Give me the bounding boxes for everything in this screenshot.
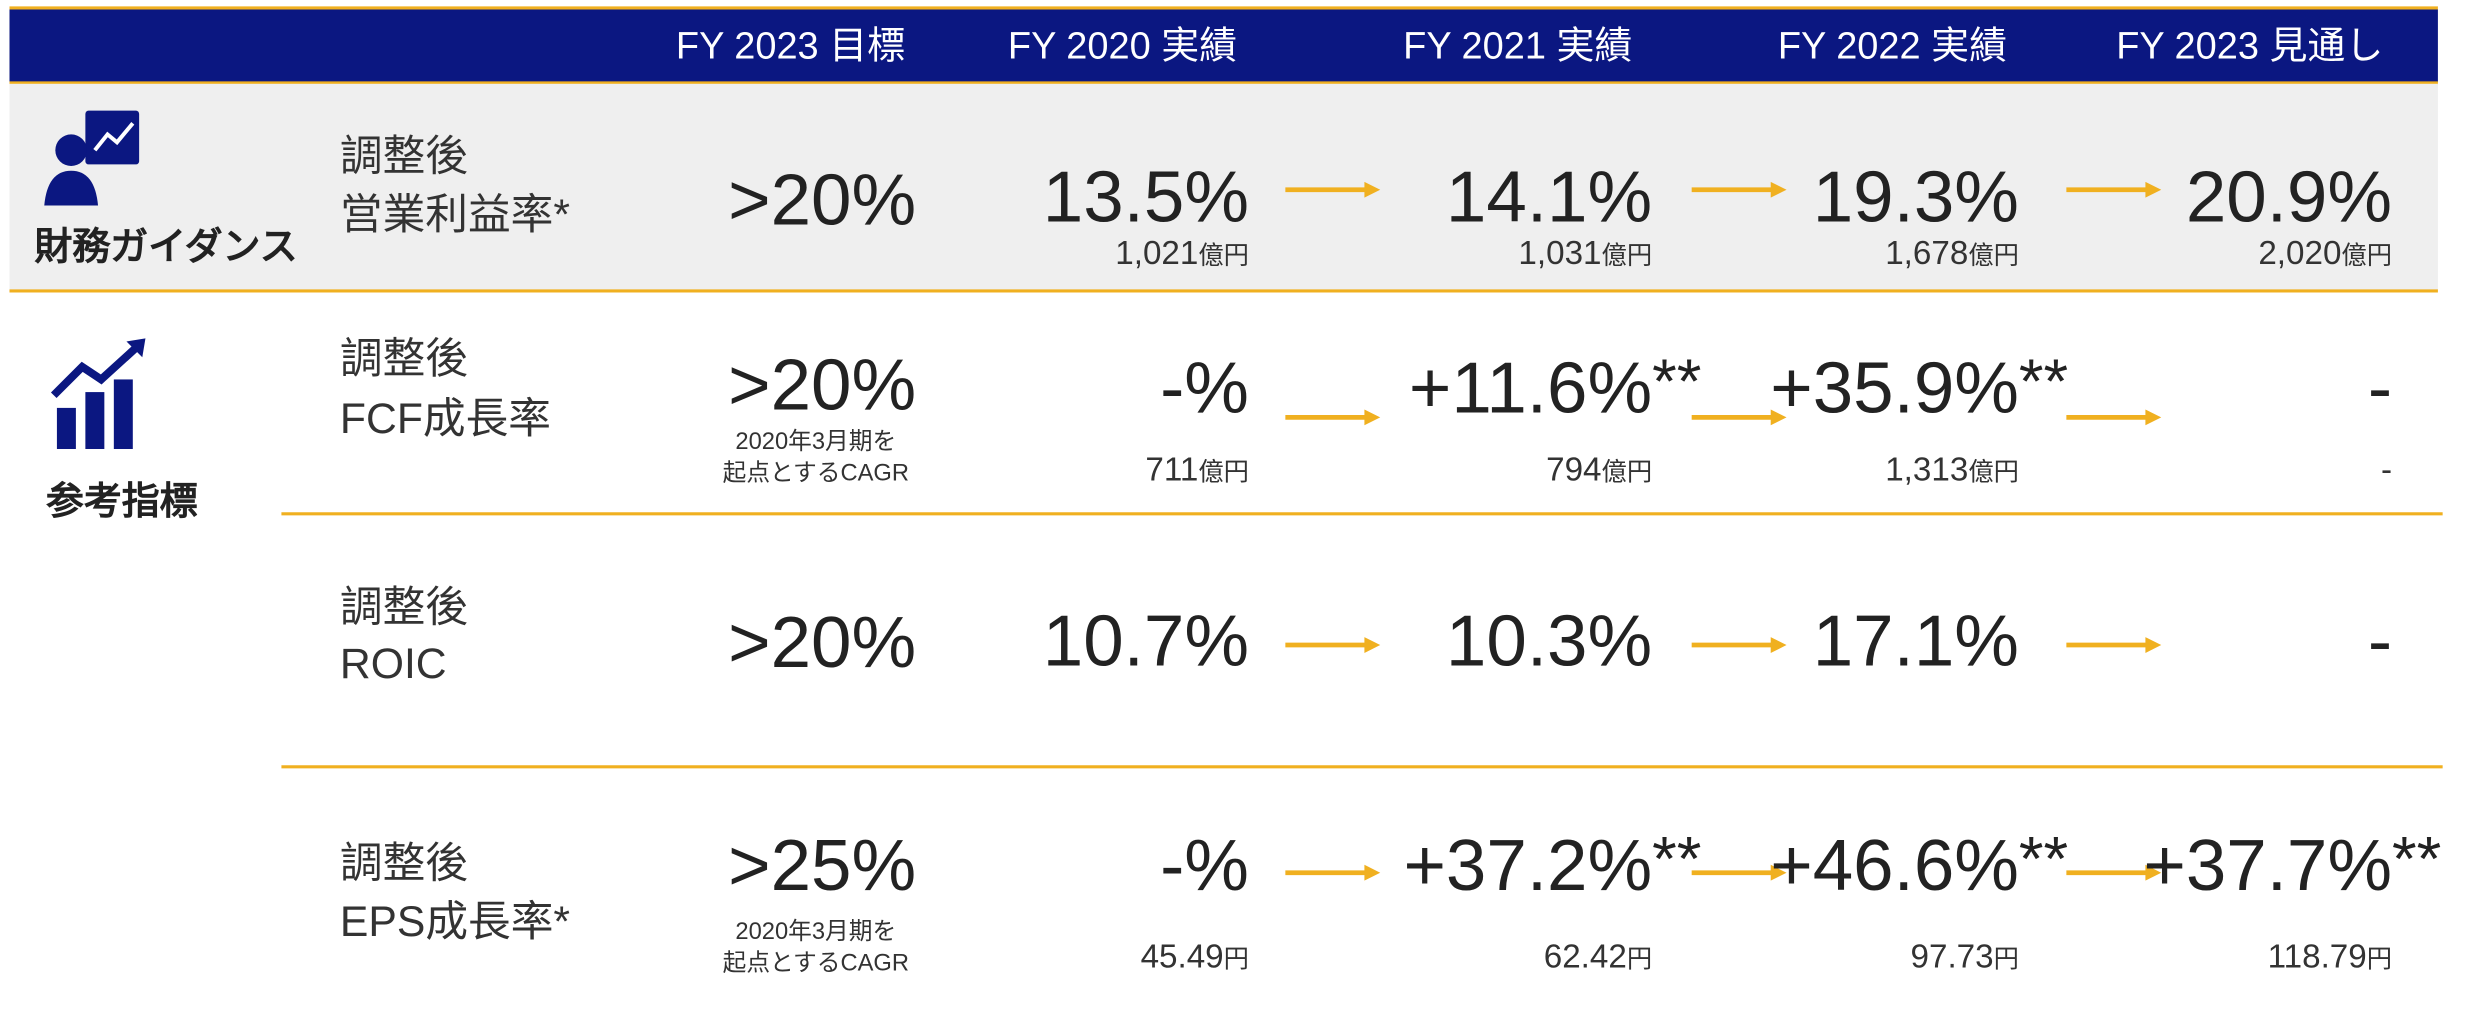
target-value: >20% <box>728 158 917 241</box>
target-note: 2020年3月期を <box>735 918 897 946</box>
metric-value: 10.7% <box>1042 599 1249 682</box>
arrow-head <box>1364 864 1381 881</box>
sub-unit: 億円 <box>1968 243 2019 271</box>
sub-amount: 1,313 <box>1885 452 1969 489</box>
column-header: FY 2022 実績 <box>1777 25 2008 68</box>
metric-value: 10.3% <box>1445 599 1653 682</box>
sub-unit: 億円 <box>1968 460 2019 487</box>
column-header: FY 2023 見通し <box>2116 25 2384 68</box>
footnote-mark: ** <box>2018 825 2069 895</box>
sub-amount: 118.79 <box>2267 939 2367 976</box>
sub-unit: 億円 <box>1601 460 1653 487</box>
sub-unit: 円 <box>1993 947 2019 974</box>
metric-value: -% <box>1160 823 1249 906</box>
sub-amount: 1,021 <box>1115 235 1199 272</box>
metric-value: -% <box>1160 346 1249 429</box>
sub-value: 1,021億円 <box>1115 237 1249 270</box>
metric-label: 調整後 <box>339 132 468 181</box>
arrow-head <box>2145 181 2162 198</box>
metric-label: 調整後 <box>339 839 468 887</box>
sub-value: - <box>2381 454 2392 487</box>
footnote-mark: ** <box>1652 825 1702 895</box>
arrow-head <box>2145 637 2162 653</box>
target-note: 2020年3月期を <box>735 428 897 456</box>
sub-value: 97.73円 <box>1911 941 2019 974</box>
arrow-head <box>1364 637 1381 653</box>
sub-amount: 45.49 <box>1140 939 1224 976</box>
target-value: >25% <box>728 823 917 906</box>
target-value: >20% <box>728 343 917 426</box>
arrow-head <box>1770 637 1787 653</box>
sub-unit: 円 <box>1223 947 1249 974</box>
row-background <box>9 83 2438 291</box>
metric-value: +37.7% <box>2143 823 2393 906</box>
sub-unit: 億円 <box>2341 243 2393 271</box>
column-header: FY 2020 実績 <box>1007 25 1238 68</box>
sub-unit: 億円 <box>1601 243 1653 271</box>
metric-value: 17.1% <box>1812 599 2019 682</box>
metric-value: 14.1% <box>1445 154 1653 238</box>
group-label: 財務ガイダンス <box>34 226 298 269</box>
metric-value: +35.9% <box>1770 346 2019 429</box>
arrow-head <box>1770 181 1787 198</box>
sub-value: 1,313億円 <box>1885 454 2019 487</box>
arrow-head <box>2145 409 2162 426</box>
arrow-head <box>1364 409 1381 426</box>
group-label: 参考指標 <box>45 480 198 524</box>
column-header: FY 2023 目標 <box>675 25 906 68</box>
sub-value: 45.49円 <box>1141 941 1249 974</box>
header-bar <box>9 9 2438 83</box>
sub-value: 1,031億円 <box>1518 237 1652 270</box>
sub-amount: 62.42 <box>1543 939 1627 976</box>
sub-value: 2,020億円 <box>2258 237 2392 270</box>
metric-value: - <box>2367 599 2393 682</box>
metric-value: +46.6% <box>1770 823 2019 906</box>
metric-value: +11.6% <box>1408 346 1653 429</box>
sub-value: 1,678億円 <box>1885 237 2019 270</box>
sub-amount: 2,020 <box>2258 235 2342 272</box>
sub-value: 794億円 <box>1546 454 1652 487</box>
growth-icon <box>50 338 146 450</box>
sub-amount: 97.73 <box>1910 939 1994 976</box>
arrow-head <box>1770 864 1787 881</box>
sub-amount: 1,031 <box>1518 235 1602 272</box>
sub-value: 711億円 <box>1145 454 1249 487</box>
target-value: >20% <box>728 600 917 683</box>
sub-amount: - <box>2380 452 2393 489</box>
footnote-mark: ** <box>2392 825 2442 895</box>
sub-amount: 1,678 <box>1885 235 1969 272</box>
column-header: FY 2021 実績 <box>1403 25 1633 68</box>
footnote-mark: ** <box>2018 347 2069 418</box>
sub-unit: 円 <box>2366 947 2393 974</box>
metric-label: ROIC <box>339 640 447 688</box>
metric-label: 調整後 <box>339 583 468 631</box>
arrow-head <box>1364 181 1381 198</box>
metric-label: EPS成長率* <box>339 898 571 946</box>
arrow-head <box>2145 864 2162 881</box>
target-note: 起点とするCAGR <box>722 950 909 978</box>
metric-label: 調整後 <box>339 335 468 383</box>
target-note: 起点とするCAGR <box>722 460 909 487</box>
presentation-icon <box>44 110 140 206</box>
sub-amount: 794 <box>1546 452 1602 489</box>
metric-label: FCF成長率 <box>339 395 551 443</box>
metric-value: 19.3% <box>1812 154 2019 238</box>
sub-amount: 711 <box>1145 452 1199 489</box>
sub-unit: 億円 <box>1198 243 1249 271</box>
metric-label: 営業利益率* <box>339 191 570 239</box>
metric-value: 13.5% <box>1042 154 1249 238</box>
metric-value: - <box>2367 346 2393 429</box>
sub-unit: 円 <box>1626 947 1653 974</box>
sub-unit: 億円 <box>1198 460 1249 487</box>
sub-value: 62.42円 <box>1544 941 1652 974</box>
arrow-head <box>1770 409 1787 426</box>
sub-value: 118.79円 <box>2268 941 2392 974</box>
metric-value: 20.9% <box>2185 154 2393 238</box>
metric-value: +37.2% <box>1403 823 1653 906</box>
footnote-mark: ** <box>1652 347 1702 418</box>
